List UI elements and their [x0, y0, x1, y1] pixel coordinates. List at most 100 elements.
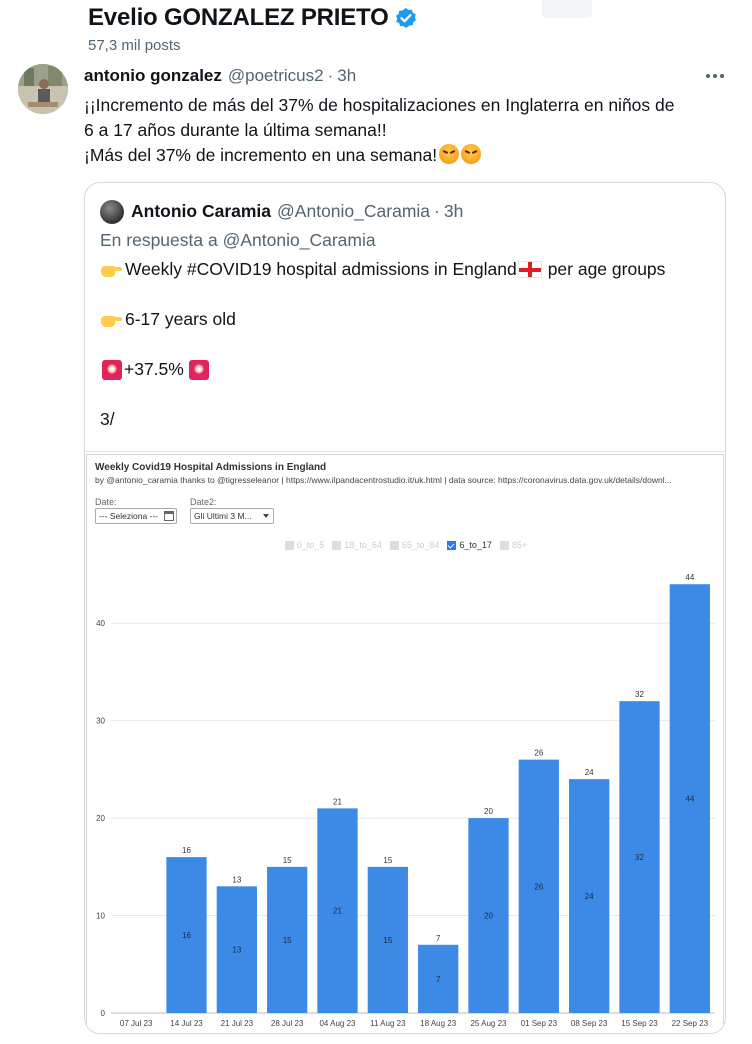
bar-value-label: 26: [534, 749, 543, 758]
separator-dot: ·: [434, 201, 440, 221]
quote-line-4: 3/: [100, 409, 115, 430]
quote-time: 3h: [443, 201, 464, 221]
chart-subtitle: by @antonio_caramia thanks to @tigressel…: [95, 475, 672, 485]
bar: [518, 759, 559, 1013]
pointing-hand-icon: [100, 311, 122, 329]
bar-inner-label: 32: [635, 853, 644, 862]
bar: [669, 584, 710, 1013]
calendar-icon: [164, 511, 174, 521]
bar-inner-label: 21: [333, 907, 342, 916]
x-tick-label: 22 Sep 23: [672, 1019, 709, 1028]
bar-inner-label: 15: [383, 936, 392, 945]
profile-header: Evelio GONZALEZ PRIETO 57,3 mil posts: [0, 0, 752, 62]
quote-text: +37.5%: [124, 359, 184, 379]
tweet-time[interactable]: 3h: [337, 66, 357, 85]
bar: [468, 818, 509, 1013]
bar-value-label: 15: [383, 856, 392, 865]
bar-value-label: 21: [333, 797, 342, 806]
x-tick-label: 21 Jul 23: [221, 1019, 254, 1028]
quote-text: 6-17 years old: [125, 309, 236, 329]
bar-value-label: 7: [436, 934, 441, 943]
bar: [569, 779, 610, 1013]
legend-item: 65_to_84: [389, 540, 440, 550]
bar: [317, 808, 358, 1013]
legend-label: 18_to_64: [344, 540, 382, 550]
more-options-icon[interactable]: [700, 66, 730, 86]
quote-text: Weekly #COVID19 hospital admissions in E…: [125, 259, 517, 279]
quote-line-3: +37.5%: [100, 359, 211, 380]
profile-name: Evelio GONZALEZ PRIETO: [88, 4, 417, 32]
date2-select-value: Gli Ultimi 3 M...: [194, 511, 252, 521]
verified-badge-icon: [395, 8, 416, 28]
tweet-text: ¡¡Incremento de más del 37% de hospitali…: [84, 93, 734, 168]
legend-label: 65_to_84: [401, 540, 440, 550]
chart-panel: Weekly Covid19 Hospital Admissions in En…: [86, 454, 725, 1033]
checkbox-checked-icon: [447, 540, 457, 550]
tweet-author-handle[interactable]: @poetricus2: [227, 66, 324, 85]
date-select: --- Seleziona ---: [95, 508, 177, 524]
legend-label: 85+: [511, 540, 528, 550]
profile-name-text: Evelio GONZALEZ PRIETO: [88, 4, 389, 31]
reply-handle: @Antonio_Caramia: [222, 230, 376, 250]
angry-face-icon: [461, 144, 482, 164]
chart-title: Weekly Covid19 Hospital Admissions in En…: [95, 462, 327, 473]
bar: [216, 886, 257, 1013]
bar-value-label: 44: [685, 573, 694, 582]
quote-avatar[interactable]: [100, 200, 124, 224]
bar: [418, 944, 459, 1013]
x-tick-label: 15 Sep 23: [621, 1019, 658, 1028]
quote-line-2: 6-17 years old: [100, 309, 236, 330]
separator-dot: ·: [327, 66, 334, 85]
bar-inner-label: 16: [182, 931, 191, 940]
bar-inner-label: 44: [685, 795, 694, 804]
bar-value-label: 15: [283, 856, 292, 865]
x-tick-label: 01 Sep 23: [521, 1019, 558, 1028]
y-tick-label: 0: [101, 1009, 106, 1018]
tweet-text-line: ¡Más del 37% de incremento en una semana…: [84, 145, 438, 165]
x-tick-label: 11 Aug 23: [370, 1019, 406, 1028]
chart-image[interactable]: Weekly Covid19 Hospital Admissions in En…: [85, 451, 725, 1033]
quote-header: Antonio Caramia @Antonio_Caramia · 3h: [131, 201, 463, 222]
bar-value-label: 16: [182, 846, 191, 855]
quoted-tweet[interactable]: Antonio Caramia @Antonio_Caramia · 3h En…: [84, 182, 726, 1034]
bar: [619, 701, 660, 1013]
angry-face-icon: [439, 144, 460, 164]
reply-context: En respuesta a @Antonio_Caramia: [100, 230, 376, 251]
siren-icon: [102, 359, 122, 380]
reply-prefix: En respuesta a: [100, 230, 218, 250]
y-tick-label: 40: [96, 619, 105, 628]
legend-item: 85+: [499, 540, 528, 550]
tweet-text-line: 6 a 17 años durante la última semana!!: [84, 120, 387, 140]
x-tick-label: 25 Aug 23: [470, 1019, 507, 1028]
checkbox-icon: [499, 540, 509, 550]
checkbox-icon: [332, 540, 342, 550]
legend-label: 6_to_17: [459, 540, 492, 550]
header-overlay: [542, 0, 592, 18]
avatar-image: [18, 64, 68, 114]
back-area[interactable]: [0, 0, 80, 62]
y-tick-label: 30: [96, 717, 105, 726]
bar-inner-label: 26: [534, 882, 543, 891]
bar-inner-label: 15: [283, 936, 292, 945]
bar-inner-label: 24: [585, 892, 594, 901]
bar-value-label: 13: [232, 875, 241, 884]
bar-chart: 0 10 20 30 40 07 Jul 23 14 Jul 23 16 16 21 Jul 23…: [96, 573, 715, 1028]
quote-text: 3/: [100, 409, 115, 429]
y-tick-label: 10: [96, 912, 105, 921]
avatar[interactable]: [18, 64, 68, 114]
siren-icon: [188, 359, 209, 380]
y-tick-label: 20: [96, 814, 105, 823]
date2-label: Date2:: [190, 497, 217, 507]
tweet-author-name[interactable]: antonio gonzalez: [84, 66, 222, 85]
legend-item: 18_to_64: [332, 540, 382, 550]
bar: [267, 866, 308, 1013]
england-flag-icon: [517, 261, 542, 278]
chart-legend: 0_to_5 18_to_64 65_to_84 6_to_17 85+: [87, 540, 725, 550]
x-tick-label: 18 Aug 23: [420, 1019, 457, 1028]
bar-inner-label: 20: [484, 912, 493, 921]
x-tick-label: 14 Jul 23: [170, 1019, 203, 1028]
bar-value-label: 32: [635, 690, 644, 699]
checkbox-icon: [389, 540, 399, 550]
bar-value-label: 24: [585, 768, 594, 777]
x-tick-label: 28 Jul 23: [271, 1019, 304, 1028]
